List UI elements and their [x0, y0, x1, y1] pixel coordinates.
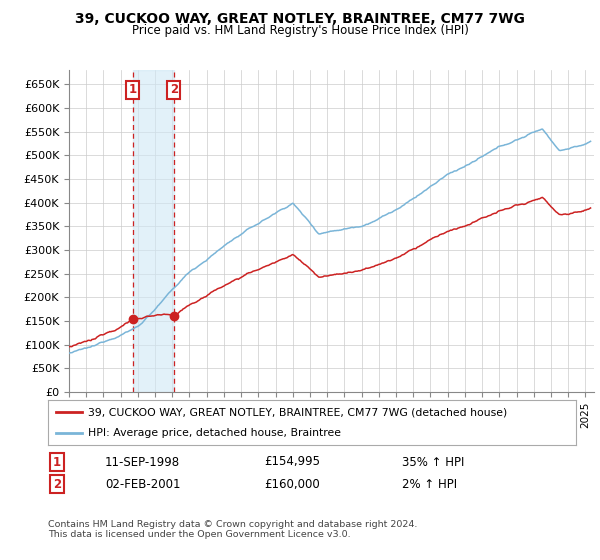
Text: 02-FEB-2001: 02-FEB-2001: [105, 478, 181, 491]
Text: 35% ↑ HPI: 35% ↑ HPI: [402, 455, 464, 469]
Text: 39, CUCKOO WAY, GREAT NOTLEY, BRAINTREE, CM77 7WG: 39, CUCKOO WAY, GREAT NOTLEY, BRAINTREE,…: [75, 12, 525, 26]
Text: 39, CUCKOO WAY, GREAT NOTLEY, BRAINTREE, CM77 7WG (detached house): 39, CUCKOO WAY, GREAT NOTLEY, BRAINTREE,…: [88, 408, 507, 418]
Text: £160,000: £160,000: [264, 478, 320, 491]
Text: HPI: Average price, detached house, Braintree: HPI: Average price, detached house, Brai…: [88, 428, 341, 438]
Text: Price paid vs. HM Land Registry's House Price Index (HPI): Price paid vs. HM Land Registry's House …: [131, 24, 469, 36]
Text: 1: 1: [128, 83, 137, 96]
Text: 2: 2: [170, 83, 178, 96]
Text: Contains HM Land Registry data © Crown copyright and database right 2024.
This d: Contains HM Land Registry data © Crown c…: [48, 520, 418, 539]
Text: 1: 1: [53, 455, 61, 469]
Text: £154,995: £154,995: [264, 455, 320, 469]
Text: 11-SEP-1998: 11-SEP-1998: [105, 455, 180, 469]
Bar: [133, 70, 174, 392]
Text: 2% ↑ HPI: 2% ↑ HPI: [402, 478, 457, 491]
Text: 2: 2: [53, 478, 61, 491]
